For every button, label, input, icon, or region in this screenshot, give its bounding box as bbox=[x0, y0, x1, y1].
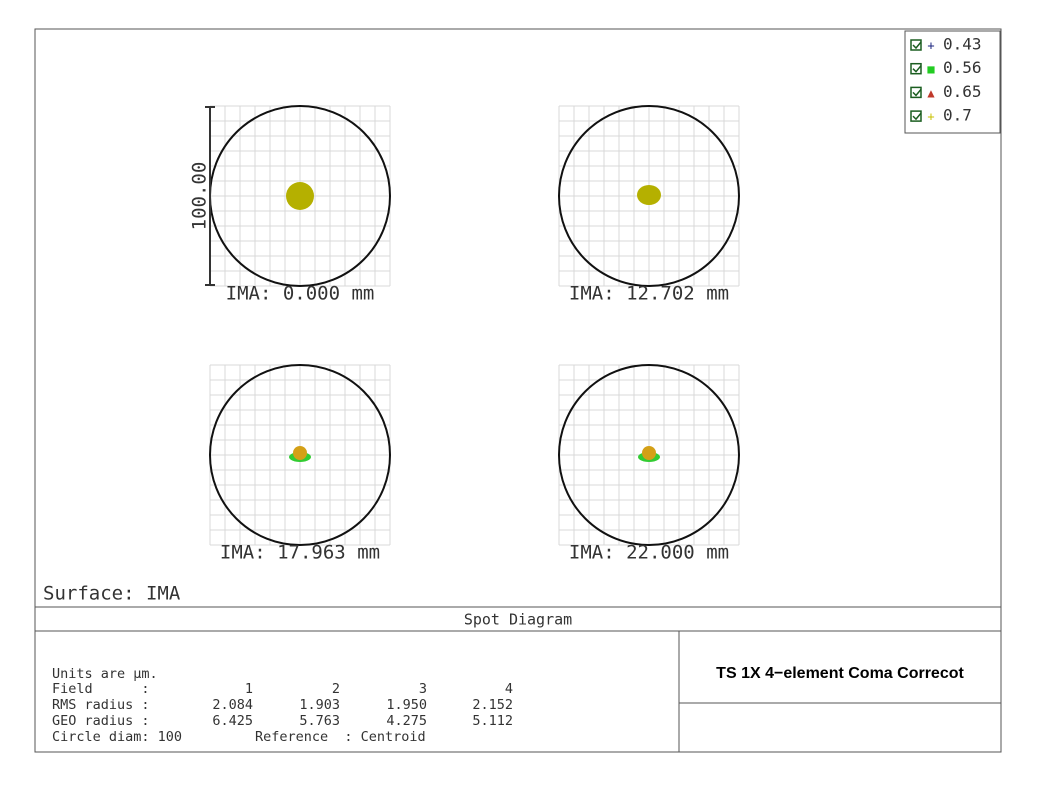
field-label: IMA: 0.000 mm bbox=[226, 283, 375, 305]
data-table: Field : 1 2 3 4 RMS radius : 2.084 1.903 1.950 2.… bbox=[52, 681, 513, 729]
spot bbox=[286, 182, 314, 210]
row-label: GEO radius : bbox=[52, 713, 150, 729]
cell: 2.084 bbox=[212, 697, 253, 713]
scale-label: 100.00 bbox=[189, 162, 211, 231]
panels: IMA: 0.000 mm IMA: 12.702 mm IMA: 17.963 m… bbox=[209, 105, 740, 564]
legend-marker: + bbox=[927, 110, 934, 124]
cell: 3 bbox=[419, 681, 427, 697]
legend-label: 0.7 bbox=[943, 106, 972, 125]
lens-title: TS 1X 4−element Coma Correcot bbox=[716, 665, 964, 682]
legend-label: 0.43 bbox=[943, 35, 982, 54]
legend-checkbox bbox=[910, 110, 922, 122]
field-label: IMA: 17.963 mm bbox=[220, 542, 380, 564]
cell: 6.425 bbox=[212, 713, 253, 729]
plot-title: Spot Diagram bbox=[464, 611, 572, 629]
cell: 5.763 bbox=[299, 713, 340, 729]
legend-checkbox bbox=[910, 62, 922, 75]
airy-circle bbox=[558, 364, 740, 546]
legend-marker: + bbox=[927, 39, 934, 53]
legend-check bbox=[912, 41, 922, 50]
circle-diam: Circle diam: 100 bbox=[52, 729, 182, 745]
cell: 2 bbox=[332, 681, 340, 697]
legend-marker: ▲ bbox=[927, 86, 935, 100]
cell: 4 bbox=[505, 681, 513, 697]
legend-label: 0.65 bbox=[943, 82, 982, 101]
row-label: RMS radius : bbox=[52, 697, 150, 713]
legend-check bbox=[912, 65, 922, 73]
reference: Reference : Centroid bbox=[255, 729, 426, 745]
spot bbox=[642, 446, 656, 460]
legend-check bbox=[912, 112, 922, 121]
cell: 1 bbox=[245, 681, 253, 697]
cell: 1.950 bbox=[386, 697, 427, 713]
legend-checkbox bbox=[910, 39, 922, 51]
field-label: IMA: 12.702 mm bbox=[569, 283, 729, 305]
legend: +0.43 ■ 0.56 ▲ 0.65 + 0.7 bbox=[910, 35, 982, 125]
legend-label: 0.56 bbox=[943, 58, 982, 77]
units-text: Units are µm. bbox=[52, 666, 158, 682]
field-label: IMA: 22.000 mm bbox=[569, 542, 729, 564]
frame bbox=[34, 28, 1002, 753]
cell: 4.275 bbox=[386, 713, 427, 729]
cell: 2.152 bbox=[472, 697, 513, 713]
airy-circle bbox=[209, 364, 391, 546]
cell: 1.903 bbox=[299, 697, 340, 713]
surface-label: Surface: IMA bbox=[43, 583, 181, 605]
spot bbox=[293, 446, 307, 460]
airy-circle bbox=[558, 105, 740, 287]
spot bbox=[637, 185, 661, 205]
legend-marker: ■ bbox=[927, 62, 935, 76]
row-label: Field : bbox=[52, 681, 150, 697]
legend-check bbox=[912, 88, 922, 97]
cell: 5.112 bbox=[472, 713, 513, 729]
legend-checkbox bbox=[910, 86, 922, 99]
